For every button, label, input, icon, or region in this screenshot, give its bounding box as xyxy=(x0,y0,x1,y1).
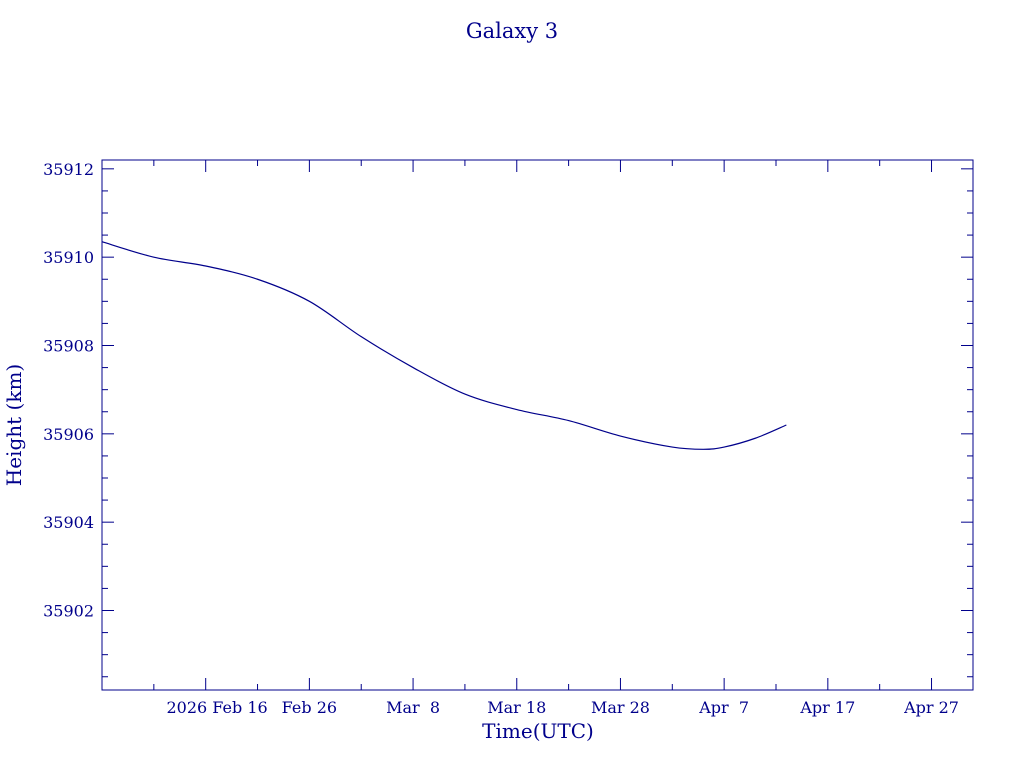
x-tick-label: Mar 28 xyxy=(591,698,650,717)
x-axis-title: Time(UTC) xyxy=(482,719,594,743)
x-tick-label: Apr 7 xyxy=(698,698,749,717)
y-axis-title: Height (km) xyxy=(2,364,26,486)
x-axis: 2026 Feb 16 Feb 26 Mar 8 Mar 18 Mar 28 Apr 7 A… xyxy=(153,160,959,717)
y-tick-label: 35904 xyxy=(43,513,94,532)
y-axis: 35902 35904 35906 35908 35910 35912 xyxy=(43,160,973,678)
y-tick-label: 35912 xyxy=(43,160,94,179)
x-tick-label: Mar 18 xyxy=(487,698,546,717)
x-tick-label: Apr 27 xyxy=(903,698,959,717)
y-tick-label: 35908 xyxy=(43,337,94,356)
y-tick-label: 35902 xyxy=(43,602,94,621)
x-tick-label: Apr 17 xyxy=(799,698,855,717)
x-tick-label: Mar 8 xyxy=(386,698,440,717)
x-tick-label: Feb 26 xyxy=(282,698,337,717)
y-tick-label: 35906 xyxy=(43,425,94,444)
series-line xyxy=(101,241,787,450)
x-tick-label: 2026 Feb 16 xyxy=(167,698,268,717)
plot-frame xyxy=(101,159,974,691)
chart-title: Galaxy 3 xyxy=(466,19,558,43)
y-tick-label: 35910 xyxy=(43,248,94,267)
